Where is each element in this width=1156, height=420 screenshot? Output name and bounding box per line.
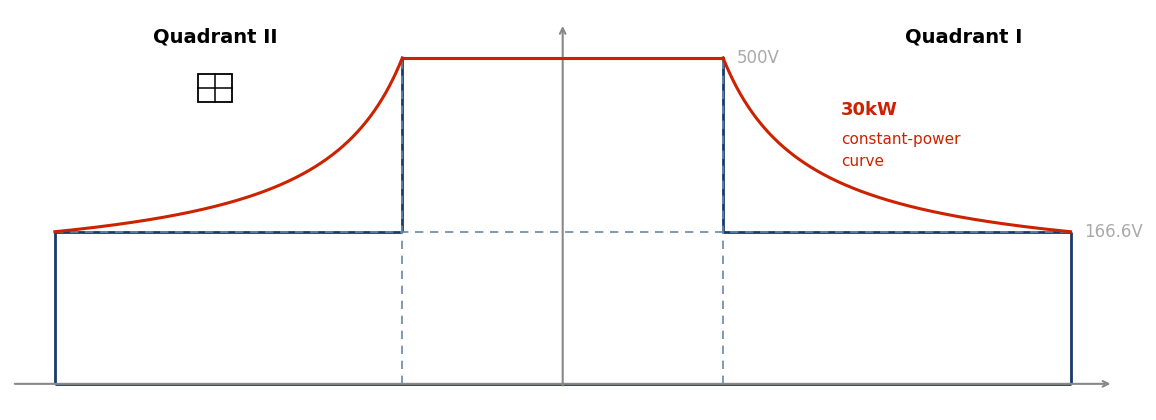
Text: constant-power
curve: constant-power curve <box>840 132 961 169</box>
Text: 500V: 500V <box>736 49 779 67</box>
Text: 30kW: 30kW <box>840 101 897 119</box>
Bar <box>198 74 232 102</box>
Text: Quadrant I: Quadrant I <box>905 27 1022 47</box>
Text: Quadrant II: Quadrant II <box>153 27 277 47</box>
Text: 166.6V: 166.6V <box>1084 223 1142 241</box>
